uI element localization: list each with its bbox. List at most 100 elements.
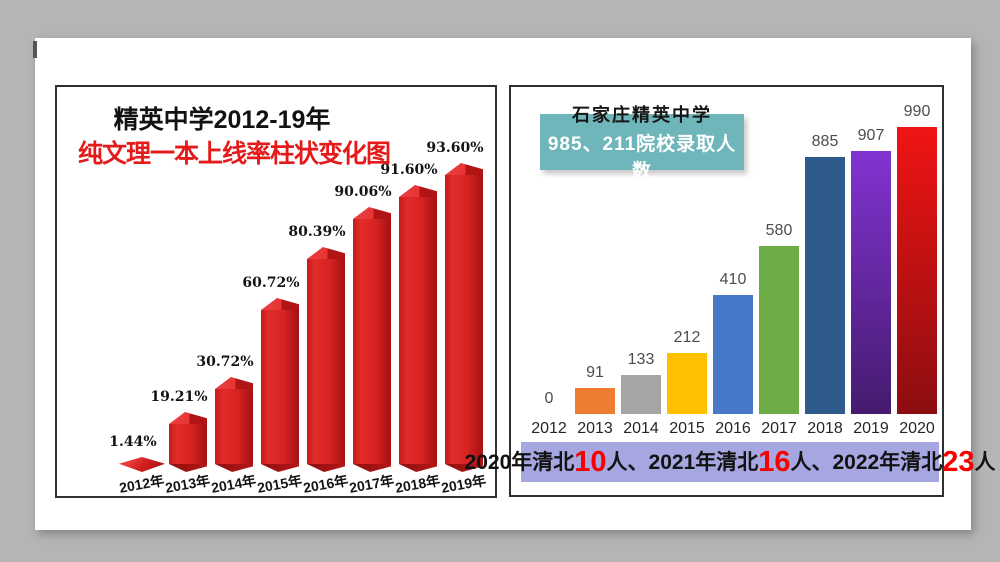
- banner-text: 2020年清北: [464, 450, 575, 474]
- bar-value-label: 990: [903, 103, 931, 120]
- x-axis-label: 2019年: [440, 472, 488, 496]
- banner-highlight-number: 10: [574, 445, 607, 478]
- bar: [621, 375, 661, 414]
- bar-value-label: 30.72%: [196, 354, 254, 370]
- bar-3d: [215, 377, 253, 472]
- right-bar-column-2013: 91 2013: [572, 84, 618, 437]
- banner-highlight-number: 23: [942, 445, 975, 478]
- bar-3d-front-face: [261, 310, 299, 464]
- bar-3d: [307, 247, 345, 472]
- bar: [897, 127, 937, 414]
- bar-value-label: 93.60%: [426, 140, 484, 156]
- bar-3d-front-face: [215, 389, 253, 464]
- right-bar-column-2012: 0 2012: [526, 84, 572, 437]
- right-bar-column-2018: 885 2018: [802, 84, 848, 437]
- right-chart-header-line2: 985、211院校录取人数: [547, 134, 737, 182]
- right-chart-header-line1: 石家庄精英中学: [572, 105, 712, 125]
- bar-3d-top-face: [215, 377, 253, 389]
- bar-3d-front-face: [169, 424, 207, 464]
- bar-value-label: 90.06%: [334, 184, 392, 200]
- bar-3d-top-face: [399, 185, 437, 197]
- x-axis-label: 2018年: [394, 472, 442, 496]
- bar: [713, 295, 753, 414]
- x-axis-label: 2018: [807, 420, 843, 437]
- x-axis-label: 2012: [531, 420, 567, 437]
- x-axis-label: 2013年: [164, 472, 212, 496]
- banner-text: 2022年清北: [832, 450, 943, 474]
- left-chart-panel: 精英中学2012-19年 纯文理一本上线率柱状变化图 1.44% 2012年 19.…: [55, 85, 497, 498]
- bar-3d-top-face: [261, 298, 299, 310]
- left-bar-column-2013年: 19.21% 2013年: [150, 124, 211, 496]
- banner-highlight-number: 16: [758, 445, 791, 478]
- x-axis-label: 2017年: [348, 472, 396, 496]
- bar-3d-top-face: [169, 412, 207, 424]
- bar-3d-base-face: [307, 464, 345, 472]
- bar: [575, 388, 615, 414]
- bar-value-label: 133: [627, 351, 655, 368]
- left-bar-column-2018年: 91.60% 2018年: [380, 124, 441, 496]
- bar-3d-flat-diamond: [119, 457, 165, 472]
- x-axis-label: 2013: [577, 420, 613, 437]
- bar-3d-base-face: [399, 464, 437, 472]
- bar-3d-top-face: [353, 207, 391, 219]
- bar-value-label: 0: [544, 390, 554, 407]
- page-edge-mark: [33, 41, 37, 58]
- x-axis-label: 2020: [899, 420, 935, 437]
- bar-value-label: 19.21%: [150, 389, 208, 405]
- bar-value-label: 1.44%: [109, 434, 157, 450]
- right-chart-panel: 石家庄精英中学 985、211院校录取人数 0 2012 91 2013 133 2014…: [465, 84, 995, 497]
- bar-value-label: 91.60%: [380, 162, 438, 178]
- bar-value-label: 60.72%: [242, 275, 300, 291]
- bar-3d-front-face: [399, 197, 437, 464]
- bar-3d-front-face: [445, 175, 483, 464]
- x-axis-label: 2014: [623, 420, 659, 437]
- bar-3d-base-face: [353, 464, 391, 472]
- bar-3d-base-face: [261, 464, 299, 472]
- banner-text: 人、: [790, 450, 833, 474]
- bar-value-label: 907: [857, 127, 885, 144]
- bar-3d-top-face: [307, 247, 345, 259]
- banner-text: 人、: [606, 450, 649, 474]
- x-axis-label: 2015: [669, 420, 705, 437]
- left-bar-column-2016年: 80.39% 2016年: [288, 124, 349, 496]
- bar-value-label: 410: [719, 271, 747, 288]
- left-bar-column-2014年: 30.72% 2014年: [196, 124, 257, 496]
- x-axis-label: 2016: [715, 420, 751, 437]
- x-axis-label: 2014年: [210, 472, 258, 496]
- bar: [667, 353, 707, 414]
- left-plot-area: 1.44% 2012年 19.21% 2013年 30.72% 2014年 60.72% 20…: [109, 124, 489, 496]
- bar: [805, 157, 845, 414]
- left-chart-title-line2: 纯文理一本上线率柱状变化图: [77, 140, 391, 168]
- left-bar-column-2015年: 60.72% 2015年: [242, 124, 303, 496]
- x-axis-label: 2015年: [256, 472, 304, 496]
- bar-3d: [353, 207, 391, 472]
- bar-3d-base-face: [445, 464, 483, 472]
- bar-3d: [261, 298, 299, 472]
- banner-text: 2021年清北: [648, 450, 759, 474]
- x-axis-label: 2019: [853, 420, 889, 437]
- bar-value-label: 80.39%: [288, 224, 346, 240]
- left-chart-title-line1: 精英中学2012-19年: [113, 106, 331, 134]
- x-axis-label: 2012年: [118, 472, 166, 496]
- x-axis-label: 2017: [761, 420, 797, 437]
- bar-value-label: 91: [586, 364, 604, 381]
- left-bar-column-2019年: 93.60% 2019年: [426, 124, 487, 496]
- left-bar-column-2017年: 90.06% 2017年: [334, 124, 395, 496]
- bar-3d: [169, 412, 207, 472]
- bar: [759, 246, 799, 414]
- right-bar-column-2020: 990 2020: [894, 84, 940, 437]
- bar-3d-top-face: [445, 163, 483, 175]
- x-axis-label: 2016年: [302, 472, 350, 496]
- right-chart-header-box: 石家庄精英中学 985、211院校录取人数: [540, 105, 744, 182]
- bar: [851, 151, 891, 414]
- bar-3d-front-face: [353, 219, 391, 464]
- bar-3d: [399, 185, 437, 472]
- right-bar-column-2016: 410 2016: [710, 84, 756, 437]
- qingbei-admissions-banner: 2020年清北 10 人、 2021年清北 16 人、 2022年清北 23 人: [465, 442, 995, 482]
- bar-3d-base-face: [215, 464, 253, 472]
- slide-page: 精英中学2012-19年 纯文理一本上线率柱状变化图 1.44% 2012年 19.…: [33, 38, 995, 530]
- right-plot-area: 0 2012 91 2013 133 2014 212 2015 410 2016 580 2017 8…: [526, 84, 940, 437]
- banner-text: 人: [974, 450, 996, 474]
- bar-3d-base-face: [169, 464, 207, 472]
